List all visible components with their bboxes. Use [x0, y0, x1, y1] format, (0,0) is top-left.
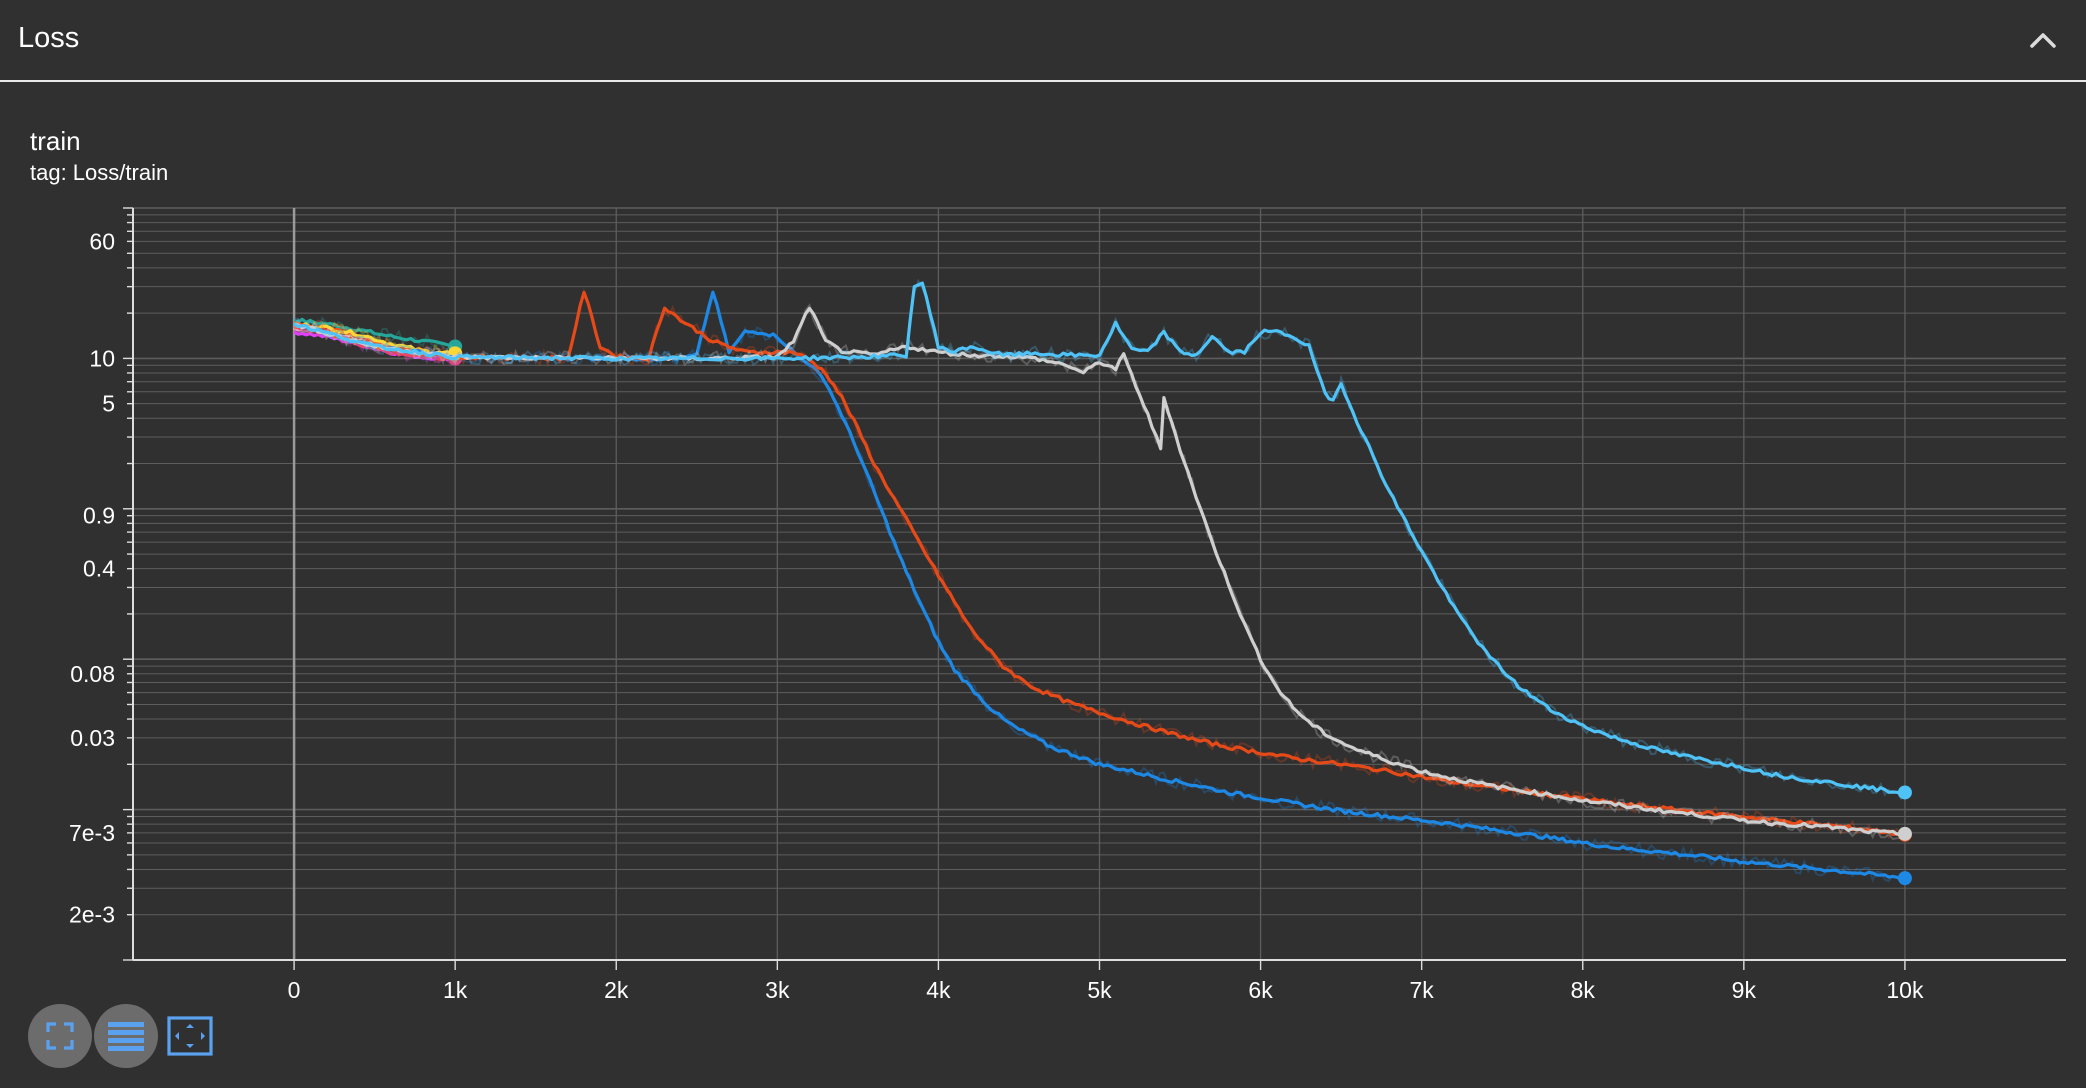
y-tick-label: 7e-3: [69, 820, 115, 846]
y-tick-label: 0.08: [70, 661, 115, 687]
toggle-legend-button[interactable]: [94, 1004, 158, 1068]
fit-domain-button[interactable]: [166, 1012, 214, 1060]
card-tag: tag: Loss/train: [30, 160, 169, 185]
y-tick-label: 0.9: [83, 503, 115, 529]
x-tick-label: 4k: [926, 977, 951, 1003]
x-tick-label: 9k: [1732, 977, 1757, 1003]
x-tick-label: 10k: [1886, 977, 1924, 1003]
y-tick-label: 0.03: [70, 725, 115, 751]
x-tick-label: 3k: [765, 977, 790, 1003]
series-raw-line: [293, 287, 1906, 840]
chevron-up-icon[interactable]: [2026, 24, 2060, 58]
fullscreen-icon: [46, 1022, 74, 1050]
x-tick-label: 5k: [1087, 977, 1112, 1003]
x-tick-label: 1k: [443, 977, 468, 1003]
card-title: train: [30, 126, 81, 156]
x-tick-label: 6k: [1248, 977, 1273, 1003]
y-tick-label: 10: [89, 345, 115, 371]
fullscreen-button[interactable]: [28, 1004, 92, 1068]
fit-to-data-icon: [167, 1016, 213, 1056]
loss-chart[interactable]: 0 1k 2k 3k 4k 5k 6k 7k 8k 9k 10k 60 10 5 0.9 0.4 0.08 0.0…: [0, 190, 2086, 1010]
series-end-point[interactable]: [1897, 871, 1912, 886]
series-end-point[interactable]: [1897, 785, 1912, 800]
series-end-point[interactable]: [1897, 826, 1912, 841]
x-tick-label: 7k: [1410, 977, 1435, 1003]
series-line[interactable]: [293, 317, 457, 350]
x-tick-label: 0: [288, 977, 301, 1003]
series-raw-line: [293, 303, 1906, 841]
series-raw-line: [293, 294, 1906, 883]
series-line[interactable]: [293, 281, 1906, 795]
y-tick-label: 2e-3: [69, 902, 115, 928]
section-title: Loss: [18, 22, 80, 54]
section-header: Loss: [0, 0, 2086, 82]
x-tick-label: 8k: [1571, 977, 1596, 1003]
list-icon: [108, 1022, 144, 1051]
y-tick-label: 0.4: [83, 556, 115, 582]
series-line[interactable]: [293, 321, 456, 355]
x-tick-label: 2k: [604, 977, 629, 1003]
y-tick-label: 5: [102, 391, 115, 417]
y-tick-label: 60: [89, 228, 115, 254]
